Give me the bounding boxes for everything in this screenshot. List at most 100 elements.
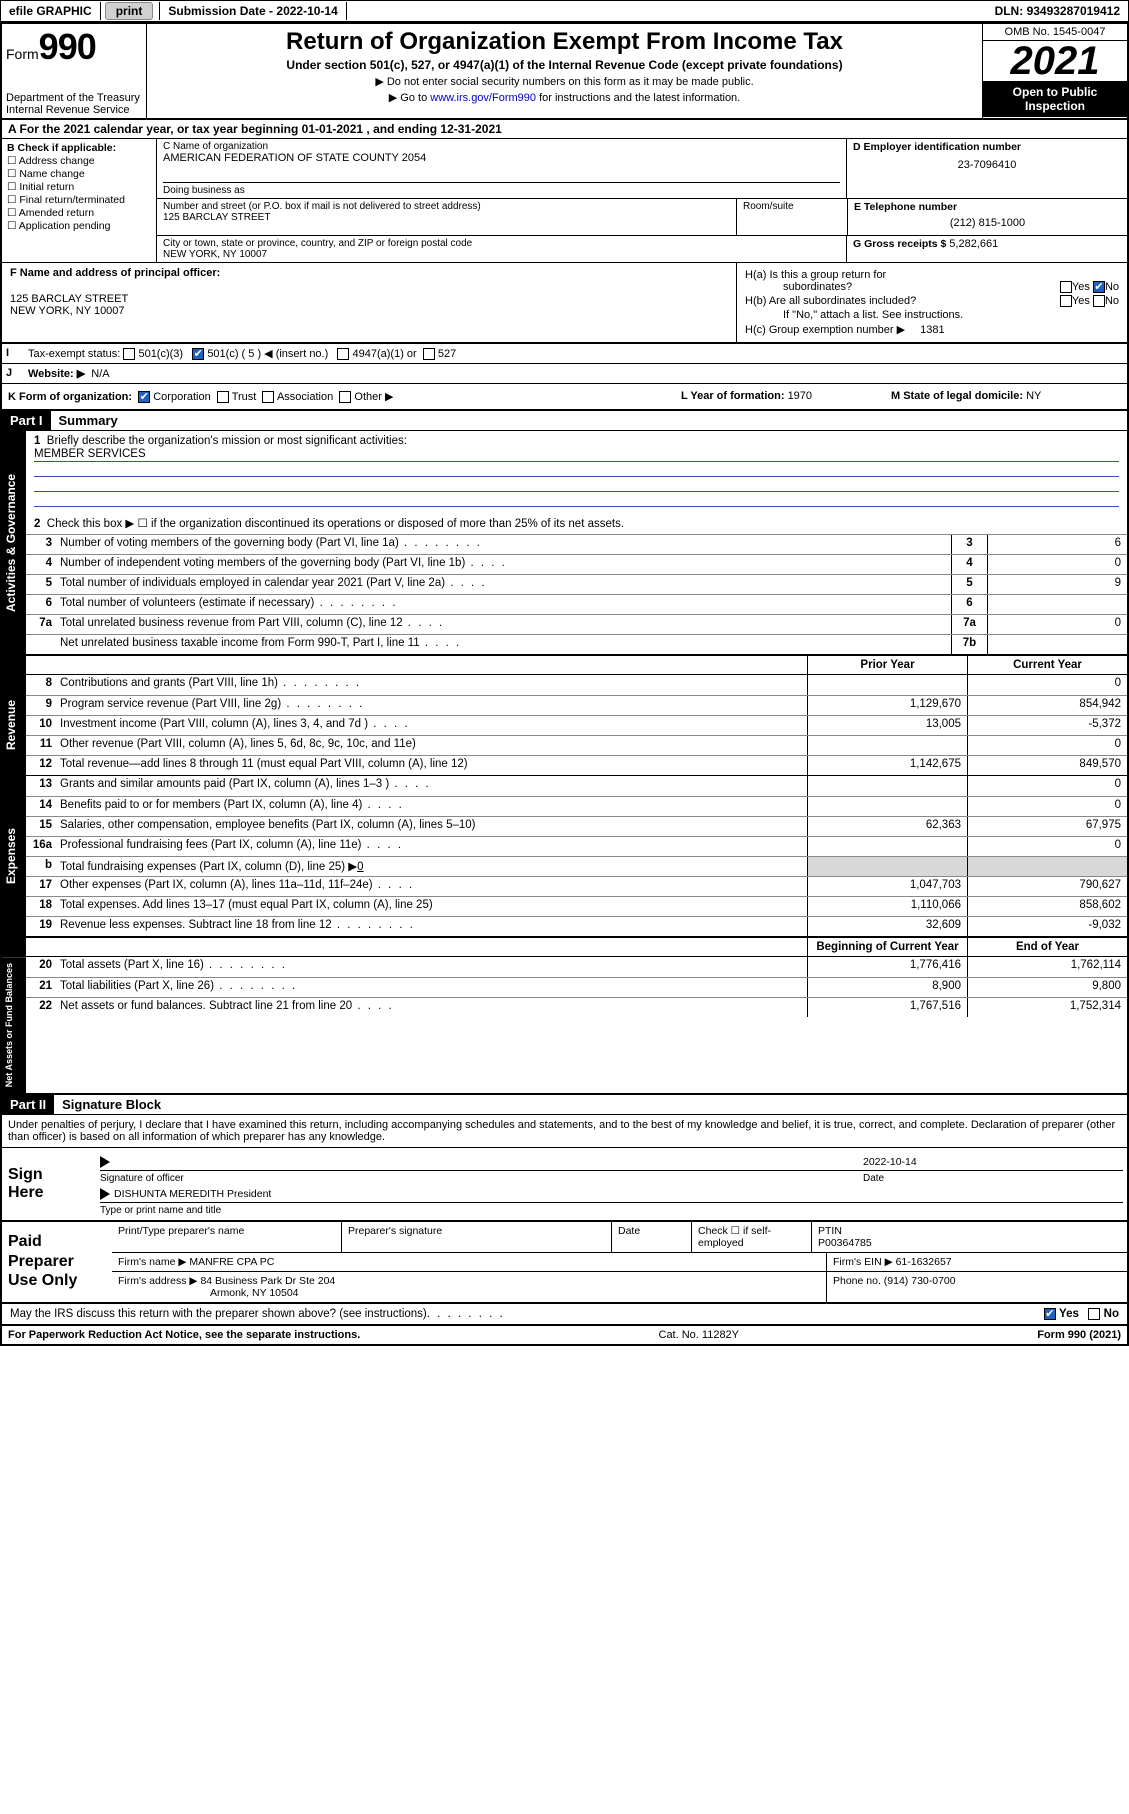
year-formation: 1970: [788, 390, 812, 402]
chk-amended[interactable]: ☐ Amended return: [7, 207, 151, 219]
phone-value: (212) 815-1000: [854, 213, 1121, 233]
part2-label: Part II: [2, 1095, 54, 1114]
hb-yes[interactable]: [1060, 295, 1072, 307]
chk-assoc[interactable]: [262, 391, 274, 403]
boy-eoy-header: Beginning of Current Year End of Year: [2, 937, 1127, 957]
chk-name-change[interactable]: ☐ Name change: [7, 168, 151, 180]
chk-501c3[interactable]: [123, 348, 135, 360]
c18: 858,602: [967, 897, 1127, 916]
hb-no[interactable]: [1093, 295, 1105, 307]
submission-date: Submission Date - 2022-10-14: [159, 2, 346, 20]
row-k: K Form of organization: ✔ Corporation Tr…: [2, 384, 1127, 411]
year-formation-label: L Year of formation:: [681, 390, 788, 402]
p15: 62,363: [807, 817, 967, 836]
line-7b: Net unrelated business taxable income fr…: [26, 634, 1127, 654]
line-15: 15Salaries, other compensation, employee…: [26, 816, 1127, 836]
part1-title: Summary: [51, 411, 126, 430]
line-16a: 16aProfessional fundraising fees (Part I…: [26, 836, 1127, 856]
box-g: G Gross receipts $ 5,282,661: [847, 236, 1127, 262]
goto-note: ▶ Go to www.irs.gov/Form990 for instruct…: [151, 91, 978, 104]
sig-officer-row: 2022-10-14: [100, 1154, 1123, 1171]
footer: For Paperwork Reduction Act Notice, see …: [2, 1326, 1127, 1344]
pt-name-label: Print/Type preparer's name: [112, 1222, 342, 1252]
website-label: Website: ▶: [28, 368, 85, 380]
boy-hdr: Beginning of Current Year: [807, 938, 967, 956]
box-c: C Name of organization AMERICAN FEDERATI…: [157, 139, 1127, 262]
line-9: 9Program service revenue (Part VIII, lin…: [26, 695, 1127, 715]
current-year-hdr: Current Year: [967, 656, 1127, 674]
room-label: Room/suite: [737, 199, 847, 235]
line-1: 1 Briefly describe the organization's mi…: [26, 431, 1127, 512]
v7b: [987, 635, 1127, 654]
chk-address-change[interactable]: ☐ Address change: [7, 155, 151, 167]
chk-527[interactable]: [423, 348, 435, 360]
line-4: 4Number of independent voting members of…: [26, 554, 1127, 574]
firm-name-label: Firm's name ▶: [118, 1256, 189, 1268]
may-no[interactable]: [1088, 1308, 1100, 1320]
v6: [987, 595, 1127, 614]
domicile-label: M State of legal domicile:: [891, 390, 1026, 402]
chk-4947[interactable]: [337, 348, 349, 360]
p19: 32,609: [807, 917, 967, 936]
p22: 1,767,516: [807, 998, 967, 1017]
line-21: 21Total liabilities (Part X, line 26) 8,…: [26, 977, 1127, 997]
may-yes[interactable]: ✔: [1044, 1308, 1056, 1320]
line-13: 13Grants and similar amounts paid (Part …: [26, 776, 1127, 796]
gen-value: 1381: [920, 324, 944, 336]
line-19: 19Revenue less expenses. Subtract line 1…: [26, 916, 1127, 936]
chk-other[interactable]: [339, 391, 351, 403]
chk-final-return[interactable]: ☐ Final return/terminated: [7, 194, 151, 206]
p14: [807, 797, 967, 816]
chk-trust[interactable]: [217, 391, 229, 403]
sign-here-block: Sign Here 2022-10-14 Signature of office…: [2, 1148, 1127, 1222]
open-inspection: Open to PublicInspection: [983, 81, 1127, 117]
form990-link[interactable]: www.irs.gov/Form990: [430, 92, 536, 104]
gross-value: 5,282,661: [949, 238, 998, 250]
ptin-value: P00364785: [818, 1237, 1121, 1249]
line-17: 17Other expenses (Part IX, column (A), l…: [26, 876, 1127, 896]
sig-date-label: Date: [863, 1173, 1123, 1184]
v3: 6: [987, 535, 1127, 554]
year-header-row: Prior Year Current Year: [2, 655, 1127, 675]
v4: 0: [987, 555, 1127, 574]
tax-year: 2021: [983, 41, 1127, 81]
tab-activities: Activities & Governance: [2, 431, 26, 654]
c8: 0: [967, 675, 1127, 695]
pt-sig-label: Preparer's signature: [342, 1222, 612, 1252]
chk-501c[interactable]: ✔: [192, 348, 204, 360]
ptin-label: PTIN: [818, 1225, 1121, 1237]
section-expenses: Expenses 13Grants and similar amounts pa…: [2, 776, 1127, 937]
c19: -9,032: [967, 917, 1127, 936]
officer-addr2: NEW YORK, NY 10007: [10, 305, 728, 317]
dba-label: Doing business as: [163, 182, 840, 196]
p8: [807, 675, 967, 695]
print-button[interactable]: print: [105, 2, 154, 20]
p12: 1,142,675: [807, 756, 967, 775]
ha-yes[interactable]: [1060, 281, 1072, 293]
chk-corp[interactable]: ✔: [138, 391, 150, 403]
line-2: 2 Check this box ▶ ☐ if the organization…: [26, 512, 1127, 534]
mission-line2: [34, 463, 1119, 477]
top-bar: efile GRAPHIC print Submission Date - 20…: [0, 0, 1129, 22]
org-form-label: K Form of organization:: [8, 391, 132, 403]
h-b: H(b) Are all subordinates included? Yes …: [745, 295, 1119, 307]
chk-initial-return[interactable]: ☐ Initial return: [7, 181, 151, 193]
p21: 8,900: [807, 978, 967, 997]
paid-preparer-label: Paid Preparer Use Only: [2, 1222, 112, 1302]
p13: [807, 776, 967, 796]
firm-name: MANFRE CPA PC: [189, 1256, 274, 1268]
c22: 1,752,314: [967, 998, 1127, 1017]
firm-addr1: 84 Business Park Dr Ste 204: [200, 1275, 335, 1287]
c21: 9,800: [967, 978, 1127, 997]
header-middle: Return of Organization Exempt From Incom…: [147, 24, 982, 118]
block-f-h: F Name and address of principal officer:…: [2, 263, 1127, 343]
firm-ein-label: Firm's EIN ▶: [833, 1256, 896, 1268]
form-990: Form990 Department of the Treasury Inter…: [0, 22, 1129, 1346]
ha-no[interactable]: ✔: [1093, 281, 1105, 293]
form-ref: Form 990 (2021): [1037, 1329, 1121, 1341]
c11: 0: [967, 736, 1127, 755]
p17: 1,047,703: [807, 877, 967, 896]
arrow-icon: [100, 1156, 110, 1168]
chk-app-pending[interactable]: ☐ Application pending: [7, 220, 151, 232]
section-revenue: Revenue 8Contributions and grants (Part …: [2, 675, 1127, 776]
